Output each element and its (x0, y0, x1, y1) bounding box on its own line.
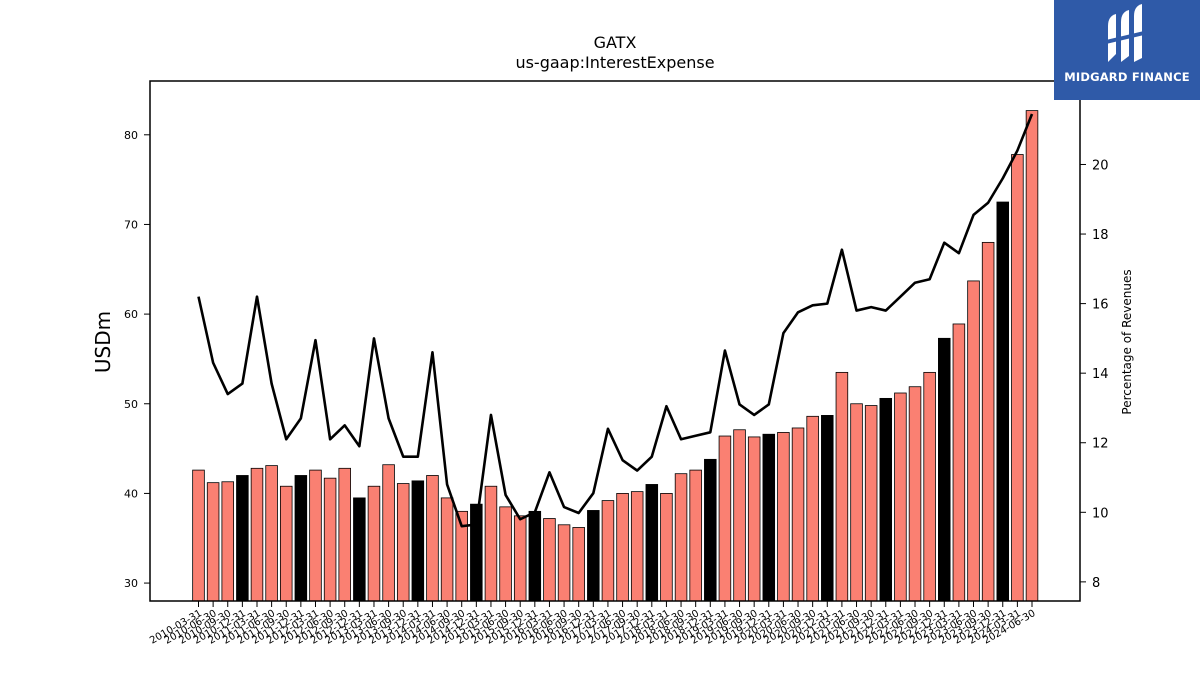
bar (864, 405, 878, 602)
bar (309, 469, 322, 602)
bar (791, 427, 805, 602)
bar (996, 201, 1010, 602)
bar (338, 467, 351, 602)
bar (192, 469, 205, 602)
bar (484, 485, 498, 602)
bar (821, 415, 834, 602)
bar (967, 280, 980, 602)
bar (952, 323, 966, 602)
y-tick-label: 30 (124, 577, 138, 590)
bar (221, 481, 234, 602)
y-tick-label: 70 (124, 218, 138, 231)
bar (850, 403, 863, 602)
y2-tick-label: 18 (1092, 228, 1109, 243)
bar (806, 415, 819, 602)
y-tick-label: 50 (124, 398, 138, 411)
bar (557, 524, 571, 602)
bar (660, 493, 673, 602)
bar (908, 386, 922, 602)
y-axis-label: USDm (91, 311, 115, 373)
y-tick-label: 60 (124, 308, 138, 321)
chart-marks: 30405060708081012141618202010-03-312010-… (124, 110, 1109, 647)
bar (1011, 154, 1024, 602)
bar (265, 465, 278, 602)
bar (938, 337, 951, 602)
bar (835, 371, 849, 602)
bar (879, 397, 893, 602)
bar (499, 506, 512, 602)
bar (440, 497, 454, 602)
bar (630, 491, 644, 602)
y2-tick-label: 12 (1092, 437, 1109, 452)
bar (367, 485, 381, 602)
bar (601, 500, 615, 602)
bar (674, 473, 688, 602)
bar (616, 493, 629, 602)
bar (704, 458, 717, 602)
y2-tick-label: 20 (1092, 158, 1109, 173)
bar (353, 497, 366, 602)
y-tick-label: 40 (124, 487, 138, 500)
bar (382, 464, 395, 602)
bar (981, 241, 995, 602)
bar (323, 477, 337, 602)
bar (279, 485, 293, 602)
bar (396, 483, 410, 602)
bar (206, 482, 220, 602)
bar (294, 475, 308, 602)
y2-tick-label: 8 (1092, 576, 1100, 591)
bar (747, 436, 761, 602)
y2-axis-label: Percentage of Revenues (1120, 269, 1134, 414)
y2-tick-label: 10 (1092, 506, 1109, 521)
y2-tick-label: 14 (1092, 367, 1109, 382)
bar (777, 432, 790, 602)
plot-frame (149, 80, 1081, 602)
bar (411, 480, 425, 602)
bar (543, 518, 556, 602)
bar (250, 467, 264, 602)
bar (513, 515, 527, 602)
bar (894, 392, 907, 602)
logo-mark-icon (1106, 4, 1148, 62)
bar (426, 475, 439, 602)
chart-title: GATX (594, 33, 637, 52)
chart-subtitle: us-gaap:InterestExpense (515, 53, 714, 72)
y2-tick-label: 16 (1092, 298, 1109, 313)
bar (762, 433, 776, 602)
bar (236, 475, 249, 602)
bar (645, 484, 659, 602)
bar (528, 510, 542, 602)
bar (718, 435, 732, 602)
bar (587, 510, 600, 602)
bar (1025, 110, 1039, 602)
logo-text: MIDGARD FINANCE (1064, 70, 1190, 84)
bar (733, 429, 746, 602)
midgard-finance-logo: MIDGARD FINANCE (1054, 0, 1200, 100)
series-line (197, 113, 1034, 528)
bar (689, 469, 702, 602)
bar (572, 527, 585, 602)
y-tick-label: 80 (124, 129, 138, 142)
bar (923, 371, 936, 602)
